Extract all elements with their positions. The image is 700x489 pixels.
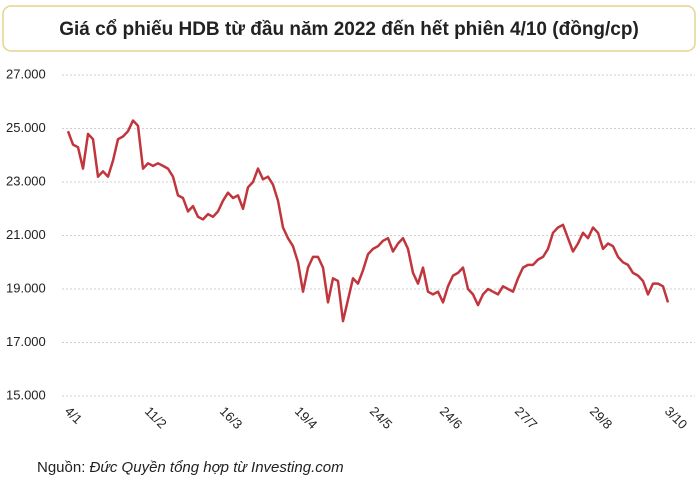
x-tick-label: 24/5 (367, 404, 396, 433)
y-tick-label: 23.000 (6, 173, 46, 188)
source-label: Nguồn: (37, 459, 85, 476)
x-tick-label: 19/4 (292, 404, 321, 433)
x-tick-label: 29/8 (587, 404, 616, 433)
y-tick-label: 15.000 (6, 387, 46, 402)
price-line (66, 119, 670, 323)
x-tick-label: 27/7 (512, 404, 541, 433)
source-note: Nguồn: Đức Quyền tổng hợp từ Investing.c… (37, 459, 344, 476)
y-tick-label: 17.000 (6, 334, 46, 349)
y-tick-label: 21.000 (6, 227, 46, 242)
y-tick-label: 27.000 (6, 66, 46, 81)
y-tick-label: 19.000 (6, 280, 46, 295)
y-tick-label: 25.000 (6, 120, 46, 135)
title-box (2, 5, 696, 52)
x-tick-label: 4/1 (62, 404, 85, 427)
x-tick-label: 3/10 (662, 404, 691, 433)
x-tick-label: 16/3 (217, 404, 246, 433)
x-tick-label: 11/2 (142, 404, 170, 432)
source-text: Đức Quyền tổng hợp từ Investing.com (90, 459, 344, 476)
x-tick-label: 24/6 (437, 404, 466, 433)
chart-title: Giá cổ phiếu HDB từ đầu năm 2022 đến hết… (59, 19, 639, 40)
